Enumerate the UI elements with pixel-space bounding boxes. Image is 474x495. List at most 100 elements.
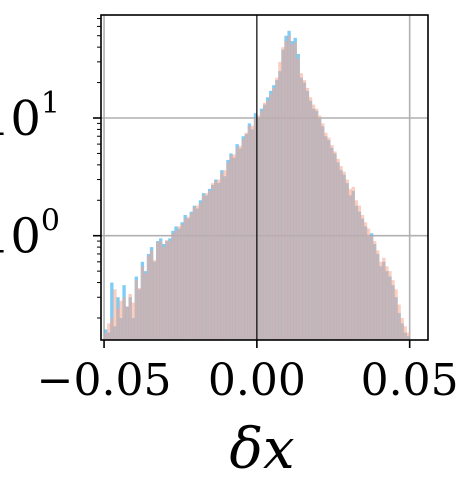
y-tick-label: 101 (0, 86, 60, 147)
histogram-bar-s2 (165, 239, 169, 340)
histogram-bar-s2 (235, 147, 239, 340)
histogram-bar-s2 (119, 300, 123, 340)
histogram-bar-s2 (406, 332, 410, 340)
histogram-bar-s2 (339, 166, 343, 340)
histogram-bar-s2 (345, 179, 349, 340)
histogram-bar-s2 (183, 218, 187, 340)
histogram-bar-s2 (290, 44, 294, 340)
histogram-bar-s2 (321, 123, 325, 340)
histogram-bar-s2 (171, 233, 175, 340)
histogram-bar-s2 (351, 186, 355, 340)
histogram-bar-s2 (287, 35, 291, 340)
histogram-bar-s2 (284, 41, 288, 340)
histogram-bar-s2 (207, 190, 212, 340)
x-tick-label: −0.05 (37, 355, 172, 406)
histogram-bar-s2 (211, 183, 215, 340)
histogram-bar-s2 (394, 289, 398, 340)
histogram-bars (104, 30, 410, 340)
histogram-bar-s2 (278, 61, 282, 340)
histogram-bar-s2 (192, 207, 197, 340)
histogram-bar-s2 (128, 293, 132, 340)
histogram-bar-s2 (143, 273, 148, 340)
histogram-bar-s2 (122, 297, 126, 340)
histogram-bar-s2 (348, 188, 352, 340)
histogram-bar-s2 (259, 110, 264, 340)
x-tick-label: 0.00 (208, 355, 306, 406)
histogram-bar-s2 (372, 241, 377, 340)
histogram-bar-s2 (302, 80, 307, 340)
histogram-bar-s2 (198, 202, 203, 340)
histogram-bar-s2 (379, 261, 383, 340)
histogram-bar-s2 (376, 250, 380, 340)
histogram-bar-s2 (162, 247, 166, 340)
histogram-bar-s2 (134, 280, 138, 340)
histogram-bar-s2 (256, 115, 261, 340)
histogram-bar-s2 (296, 58, 300, 340)
histogram-bar-s2 (180, 224, 184, 340)
histogram-bar-s2 (229, 155, 233, 340)
histogram-bar-s2 (247, 126, 252, 340)
histogram-bar-s2 (360, 214, 365, 340)
x-tick-label: 0.05 (361, 355, 459, 406)
histogram-bar-s2 (177, 226, 181, 340)
histogram-bar-s2 (308, 97, 313, 340)
histogram-bar-s2 (238, 145, 242, 340)
histogram-bar-s2 (244, 132, 248, 340)
histogram-bar-s2 (299, 73, 304, 340)
histogram-bar-s2 (204, 193, 209, 340)
histogram-bar-s2 (272, 87, 276, 340)
histogram-bar-s2 (281, 47, 285, 340)
histogram-bar-s2 (113, 289, 117, 340)
histogram-bar-s2 (174, 230, 178, 340)
histogram-bar-s2 (357, 205, 362, 340)
histogram-bar-s2 (131, 302, 135, 340)
histogram-bar-s2 (397, 304, 401, 340)
histogram-bar-s2 (156, 242, 160, 340)
histogram-bar-s2 (201, 195, 206, 340)
histogram-bar-s2 (195, 205, 200, 340)
histogram-bar-s2 (217, 179, 221, 340)
histogram-bar-s2 (388, 271, 392, 340)
histogram-bar-s2 (311, 104, 316, 340)
histogram-bar-s2 (354, 200, 359, 340)
histogram-bar-s2 (382, 257, 386, 340)
histogram-bar-s2 (223, 170, 227, 340)
histogram-bar-s2 (125, 306, 129, 340)
histogram-bar-s2 (314, 108, 319, 340)
histogram-bar-s2 (369, 235, 374, 340)
histogram-bar-s2 (186, 216, 190, 340)
histogram-bar-s2 (214, 181, 218, 340)
histogram-bar-s2 (275, 77, 279, 340)
histogram-bar-s2 (152, 260, 157, 340)
histogram-bar-s2 (266, 100, 270, 340)
histogram-bar-s2 (140, 266, 145, 340)
histogram-bar-s2 (342, 171, 346, 340)
histogram-bar-s2 (146, 255, 151, 340)
histogram-bar-s2 (232, 154, 236, 340)
histogram-bar-s2 (159, 241, 163, 340)
plot-frame (100, 14, 429, 341)
histogram-bar-s2 (293, 42, 297, 340)
histogram-bar-s2 (226, 162, 230, 340)
histogram-bar-s2 (391, 280, 395, 340)
histogram-bar-s2 (107, 323, 111, 340)
histogram-bar-s2 (269, 93, 273, 340)
histogram-bar-s2 (366, 228, 371, 340)
histogram-bar-s2 (137, 287, 142, 340)
y-tick-exponent: 1 (41, 86, 60, 121)
histogram-bar-s2 (189, 213, 193, 340)
histogram-bar-s2 (305, 87, 310, 340)
histogram-bar-s2 (330, 144, 334, 340)
histogram-bar-s2 (220, 173, 224, 340)
histogram-bar-s1 (110, 282, 114, 340)
histogram-bar-s2 (241, 139, 245, 340)
histogram-bar-s2 (363, 222, 368, 340)
histogram-bar-s2 (333, 151, 337, 340)
histogram-bar-s2 (262, 102, 267, 340)
histogram-bar-s2 (104, 332, 108, 340)
histogram-bar-s2 (403, 326, 407, 340)
histogram-bar-s2 (168, 241, 172, 340)
histogram-bar-s2 (385, 266, 389, 340)
histogram-bar-s2 (336, 158, 340, 340)
